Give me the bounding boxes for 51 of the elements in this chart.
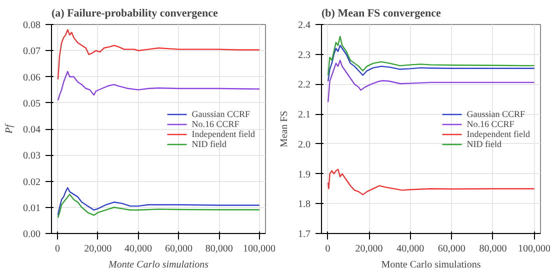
x-tick-label: 60,000 bbox=[164, 244, 192, 254]
line-series bbox=[57, 70, 260, 101]
legend-label: Gaussian CCRF bbox=[466, 108, 526, 118]
x-tick-label: 0 bbox=[325, 244, 330, 254]
chart-title: (b) Mean FS convergence bbox=[322, 8, 442, 20]
line-series bbox=[328, 44, 535, 82]
y-tick-label: 1.7 bbox=[298, 229, 310, 240]
x-tick-label: 100,000 bbox=[518, 244, 550, 254]
legend-label: No.16 CCRF bbox=[466, 118, 514, 128]
y-tick-label: 0.05 bbox=[23, 98, 40, 110]
y-tick-label: 0.04 bbox=[23, 124, 40, 136]
legend-label: Independent field bbox=[192, 128, 255, 138]
y-tick-label: 2.3 bbox=[298, 50, 310, 61]
line-series bbox=[328, 60, 535, 103]
x-tick-label: 80,000 bbox=[205, 244, 233, 254]
x-tick-label: 40,000 bbox=[396, 244, 424, 254]
y-tick-label: 1.9 bbox=[298, 169, 310, 180]
y-tick-label: 0.07 bbox=[23, 46, 40, 58]
y-tick-label: 0.06 bbox=[23, 72, 40, 84]
x-tick-label: 60,000 bbox=[438, 244, 466, 254]
y-tick-label: 0.08 bbox=[23, 20, 40, 31]
y-tick-label: 2.0 bbox=[298, 139, 310, 150]
x-tick-label: 80,000 bbox=[479, 244, 507, 254]
x-tick-label: 20,000 bbox=[355, 244, 383, 254]
x-tick-label: 20,000 bbox=[84, 244, 112, 254]
chart-title: (a) Failure-probability convergence bbox=[52, 8, 218, 20]
y-tick-label: 0.01 bbox=[23, 202, 40, 214]
y-tick-label: 0.02 bbox=[23, 176, 40, 188]
y-axis-title: Pf bbox=[4, 123, 15, 134]
x-axis-title: Monte Carlo simulations bbox=[108, 260, 209, 270]
legend-label: NID field bbox=[466, 138, 502, 148]
line-series bbox=[57, 29, 260, 80]
y-tick-label: 0.03 bbox=[23, 150, 40, 162]
x-axis-title: Monte Carlo simulations bbox=[381, 260, 481, 270]
y-axis-title: Mean FS bbox=[279, 110, 290, 148]
legend-label: NID field bbox=[192, 138, 227, 148]
legend-label: Gaussian CCRF bbox=[192, 108, 250, 118]
line-series bbox=[57, 187, 260, 216]
line-series bbox=[328, 168, 535, 196]
y-tick-label: 2.1 bbox=[298, 110, 310, 121]
x-tick-label: 40,000 bbox=[124, 244, 152, 254]
x-tick-label: 100,000 bbox=[243, 244, 276, 254]
legend-label: No.16 CCRF bbox=[192, 118, 240, 128]
y-tick-label: 0.00 bbox=[23, 229, 40, 240]
y-tick-label: 2.2 bbox=[298, 80, 310, 91]
line-series bbox=[57, 194, 260, 218]
legend-label: Independent field bbox=[466, 128, 530, 138]
y-tick-label: 2.4 bbox=[298, 20, 310, 31]
y-tick-label: 1.8 bbox=[298, 199, 310, 210]
line-series bbox=[328, 36, 535, 76]
x-tick-label: 0 bbox=[55, 244, 60, 254]
